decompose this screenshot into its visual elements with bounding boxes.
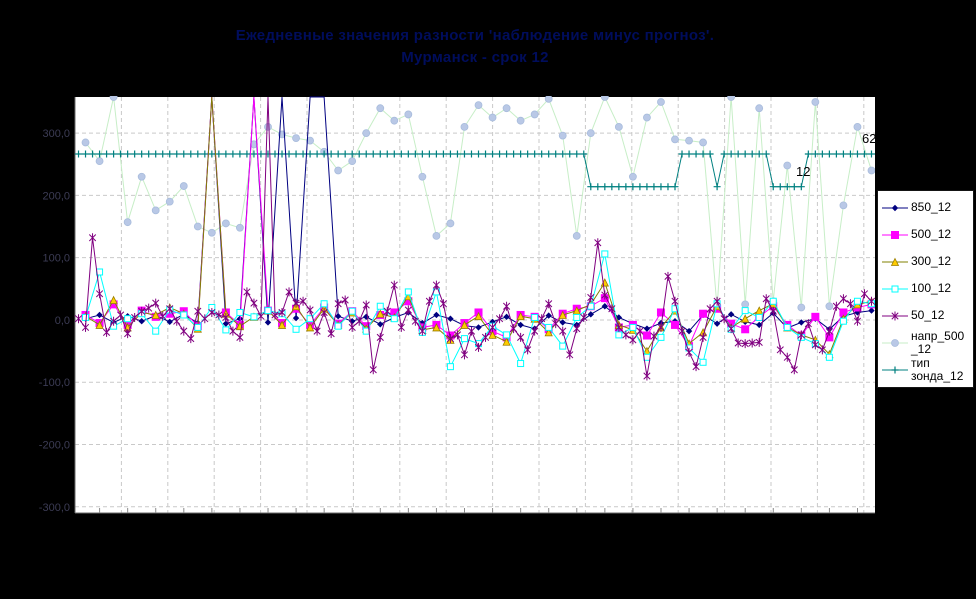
y-tick-label: -100,0 xyxy=(39,377,70,389)
legend-marker-square xyxy=(882,230,908,239)
chart-title: Ежедневные значения разности 'наблюдение… xyxy=(0,25,950,69)
y-tick-label: 0,0 xyxy=(55,315,70,327)
legend-marker-asterisk xyxy=(882,311,908,320)
legend-marker-circle xyxy=(882,338,908,347)
chart-title-line1: Ежедневные значения разности 'наблюдение… xyxy=(235,27,715,44)
y-tick-label: 100,0 xyxy=(42,253,70,265)
legend-marker-square-open xyxy=(882,285,908,292)
legend-item-50_12: 50_12 xyxy=(881,302,972,329)
y-tick-label: -300,0 xyxy=(39,502,70,514)
legend-item-100_12: 100_12 xyxy=(881,275,972,302)
axes xyxy=(74,97,875,514)
legend-item-850_12: 850_12 xyxy=(881,194,972,221)
legend-marker-triangle xyxy=(882,257,908,266)
legend-label: 300_12 xyxy=(911,254,952,268)
legend-marker-diamond xyxy=(882,204,908,211)
legend-item-напр_500_12: напр_500 _12 xyxy=(881,329,972,356)
data-labels: 62 12 xyxy=(796,131,876,179)
legend-item-тип-зонда_12: тип зонда_12 xyxy=(881,356,972,383)
series-50_12 xyxy=(75,96,875,381)
gridlines xyxy=(75,97,875,513)
legend-item-500_12: 500_12 xyxy=(881,221,972,248)
legend-label: 100_12 xyxy=(911,281,952,295)
legend-label: тип зонда_12 xyxy=(911,355,964,383)
y-tick-label: 200,0 xyxy=(42,190,70,202)
legend-label: 500_12 xyxy=(911,227,952,241)
legend: 850_12 500_12 300_12 100_12 50_12 напр_500 _12… xyxy=(877,190,974,388)
series-тип-зонда_12 xyxy=(75,150,875,191)
y-tick-label: -200,0 xyxy=(39,439,70,451)
y-axis-labels: 300,0 200,0 100,0 0,0 -100,0 -200,0 -300,0 xyxy=(39,128,70,514)
legend-item-300_12: 300_12 xyxy=(881,248,972,275)
legend-label: 850_12 xyxy=(911,200,952,214)
legend-label: напр_500 _12 xyxy=(911,328,965,356)
y-tick-label: 300,0 xyxy=(42,128,70,140)
chart-title-line2: Мурманск - срок 12 xyxy=(401,49,549,66)
legend-marker-plus xyxy=(882,366,908,373)
data-label: 62 xyxy=(862,131,876,146)
plot-background xyxy=(75,97,875,513)
series-напр_500_12 xyxy=(81,96,875,312)
legend-label: 50_12 xyxy=(911,308,945,322)
data-label: 12 xyxy=(796,164,810,179)
